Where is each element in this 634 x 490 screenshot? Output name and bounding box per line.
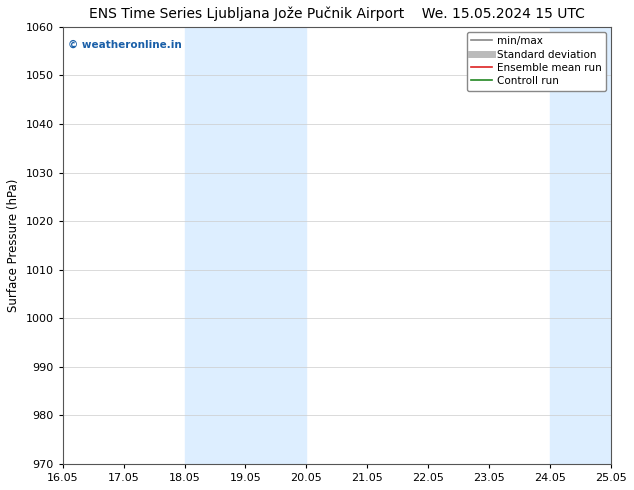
Bar [184, 27, 306, 464]
Text: © weatheronline.in: © weatheronline.in [68, 40, 182, 50]
Legend: min/max, Standard deviation, Ensemble mean run, Controll run: min/max, Standard deviation, Ensemble me… [467, 32, 606, 91]
Bar [550, 27, 634, 464]
Title: ENS Time Series Ljubljana Jože Pučnik Airport    We. 15.05.2024 15 UTC: ENS Time Series Ljubljana Jože Pučnik Ai… [89, 7, 585, 22]
Y-axis label: Surface Pressure (hPa): Surface Pressure (hPa) [7, 179, 20, 312]
